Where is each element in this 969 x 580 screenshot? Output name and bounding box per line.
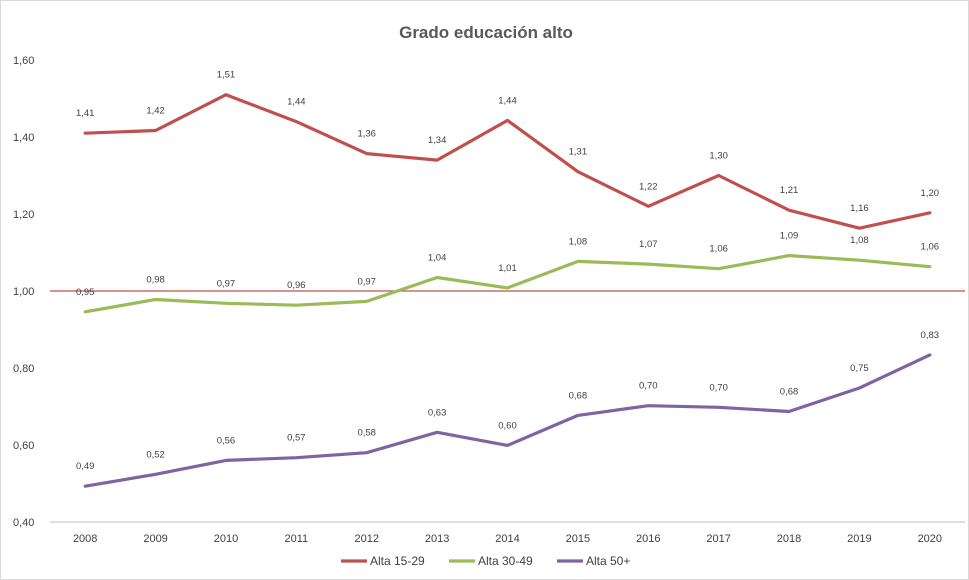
data-label: 1,06 (709, 244, 728, 255)
data-label: 0,68 (569, 390, 588, 401)
data-label: 0,52 (146, 449, 165, 460)
series-line-2 (83, 353, 932, 488)
data-label: 0,70 (639, 381, 658, 392)
chart-title: Grado educación alto (399, 23, 573, 42)
x-tick-label: 2015 (566, 533, 590, 545)
data-label: 1,44 (498, 95, 517, 106)
series-lines (83, 93, 932, 488)
y-tick-label: 0,60 (13, 440, 34, 452)
x-tick-label: 2012 (354, 533, 378, 545)
x-tick-label: 2020 (918, 533, 942, 545)
data-labels: 1,41 1,42 1,51 1,44 1,36 1,34 1,44 1,31 1,22 1,30… (76, 70, 939, 473)
x-tick-label: 2013 (425, 533, 449, 545)
data-label: 1,09 (780, 231, 799, 242)
data-label: 1,04 (428, 253, 447, 264)
y-tick-label: 1,40 (13, 132, 34, 144)
data-label: 0,60 (498, 420, 517, 431)
data-label: 1,41 (76, 108, 95, 119)
data-label: 1,16 (850, 203, 869, 214)
x-tick-label: 2008 (73, 533, 97, 545)
data-label: 0,95 (76, 287, 95, 298)
data-label: 0,63 (428, 407, 447, 418)
data-label: 0,70 (709, 382, 728, 393)
data-label: 1,36 (357, 129, 376, 140)
series-line-0 (83, 93, 932, 230)
data-label: 0,58 (357, 428, 376, 439)
data-label: 0,49 (76, 461, 95, 472)
data-label: 1,31 (569, 147, 588, 158)
legend-label: Alta 30-49 (478, 554, 533, 568)
data-label: 1,22 (639, 181, 658, 192)
y-tick-label: 0,40 (13, 517, 34, 529)
data-label: 1,21 (780, 185, 799, 196)
data-label: 1,08 (850, 235, 869, 246)
data-label: 0,75 (850, 363, 869, 374)
legend: Alta 15-29 Alta 30-49 Alta 50+ (341, 554, 630, 568)
y-tick-label: 1,20 (13, 209, 34, 221)
data-label: 0,96 (287, 280, 306, 291)
x-tick-label: 2018 (777, 533, 801, 545)
data-label: 1,51 (217, 70, 236, 81)
x-tick-label: 2017 (706, 533, 730, 545)
data-label: 0,57 (287, 433, 306, 444)
data-label: 1,01 (498, 263, 517, 274)
data-label: 0,56 (217, 435, 236, 446)
data-label: 1,07 (639, 239, 658, 250)
y-tick-label: 1,60 (13, 55, 34, 67)
data-label: 0,83 (921, 330, 940, 341)
x-tick-label: 2009 (143, 533, 167, 545)
data-label: 1,08 (569, 236, 588, 247)
data-label: 0,97 (217, 278, 236, 289)
legend-label: Alta 50+ (586, 554, 630, 568)
data-label: 1,34 (428, 135, 447, 146)
data-label: 1,20 (921, 188, 940, 199)
data-label: 1,44 (287, 97, 306, 108)
x-tick-label: 2019 (847, 533, 871, 545)
legend-label: Alta 15-29 (370, 554, 425, 568)
series-line-1 (83, 254, 932, 314)
x-tick-label: 2016 (636, 533, 660, 545)
y-tick-label: 1,00 (13, 286, 34, 298)
axes: 0,40 0,60 0,80 1,00 1,20 1,40 1,60 2008 2009 2010… (13, 55, 965, 545)
data-label: 1,30 (709, 151, 728, 162)
data-label: 0,98 (146, 274, 165, 285)
data-label: 0,68 (780, 387, 799, 398)
data-label: 0,97 (357, 276, 376, 287)
data-label: 1,42 (146, 105, 165, 116)
y-tick-label: 0,80 (13, 363, 34, 375)
data-label: 1,06 (921, 242, 940, 253)
x-tick-label: 2011 (285, 533, 309, 545)
x-tick-label: 2014 (495, 533, 519, 545)
x-tick-label: 2010 (214, 533, 238, 545)
